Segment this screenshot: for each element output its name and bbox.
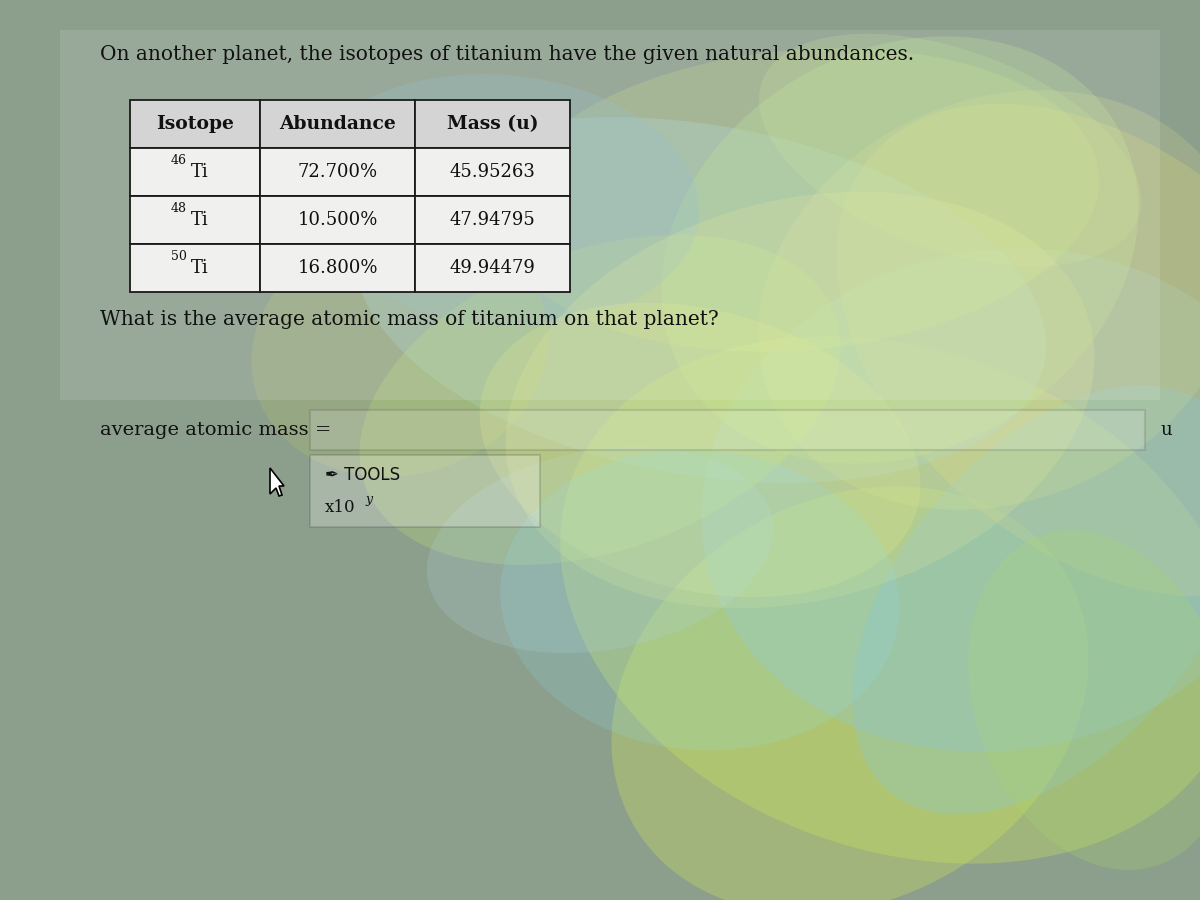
Text: y: y — [365, 492, 372, 506]
Bar — [310, 455, 540, 527]
Ellipse shape — [427, 447, 773, 653]
Bar — [130, 148, 260, 196]
Text: average atomic mass =: average atomic mass = — [100, 421, 331, 439]
Ellipse shape — [500, 49, 1099, 352]
Text: 46: 46 — [172, 155, 187, 167]
Text: Ti: Ti — [191, 163, 209, 181]
Bar — [415, 100, 570, 148]
Ellipse shape — [560, 337, 1200, 864]
Polygon shape — [270, 468, 284, 496]
Ellipse shape — [758, 90, 1200, 509]
Bar — [415, 244, 570, 292]
Bar — [415, 196, 570, 244]
Text: 10.500%: 10.500% — [298, 211, 378, 229]
Text: Ti: Ti — [191, 211, 209, 229]
Text: On another planet, the isotopes of titanium have the given natural abundances.: On another planet, the isotopes of titan… — [100, 45, 914, 64]
Ellipse shape — [505, 192, 1094, 608]
Ellipse shape — [300, 75, 700, 326]
Ellipse shape — [701, 248, 1200, 752]
Ellipse shape — [500, 450, 900, 751]
Ellipse shape — [852, 385, 1200, 814]
Text: 72.700%: 72.700% — [298, 163, 378, 181]
Bar — [130, 196, 260, 244]
Text: u: u — [1160, 421, 1171, 439]
Ellipse shape — [968, 530, 1200, 870]
Text: Abundance: Abundance — [280, 115, 396, 133]
Ellipse shape — [661, 36, 1139, 464]
Text: 45.95263: 45.95263 — [450, 163, 535, 181]
Text: 49.94479: 49.94479 — [450, 259, 535, 277]
Ellipse shape — [354, 117, 1046, 482]
Text: 47.94795: 47.94795 — [450, 211, 535, 229]
Text: Ti: Ti — [191, 259, 209, 277]
Bar — [260, 148, 415, 196]
Bar — [310, 410, 1145, 450]
Ellipse shape — [612, 486, 1088, 900]
Bar — [260, 244, 415, 292]
Bar — [415, 148, 570, 196]
Ellipse shape — [758, 34, 1141, 266]
Text: Isotope: Isotope — [156, 115, 234, 133]
Text: Mass (u): Mass (u) — [446, 115, 539, 133]
Bar — [260, 196, 415, 244]
Text: 50: 50 — [172, 250, 187, 264]
Text: What is the average atomic mass of titanium on that planet?: What is the average atomic mass of titan… — [100, 310, 719, 329]
Ellipse shape — [480, 302, 920, 598]
Bar — [130, 100, 260, 148]
Text: 16.800%: 16.800% — [298, 259, 378, 277]
Ellipse shape — [252, 223, 548, 477]
Text: 48: 48 — [172, 202, 187, 215]
Text: ✒ TOOLS: ✒ TOOLS — [325, 466, 400, 484]
Bar — [60, 30, 1160, 400]
Ellipse shape — [360, 235, 840, 565]
Bar — [260, 100, 415, 148]
Ellipse shape — [836, 104, 1200, 597]
Bar — [130, 244, 260, 292]
Text: x10: x10 — [325, 499, 355, 516]
